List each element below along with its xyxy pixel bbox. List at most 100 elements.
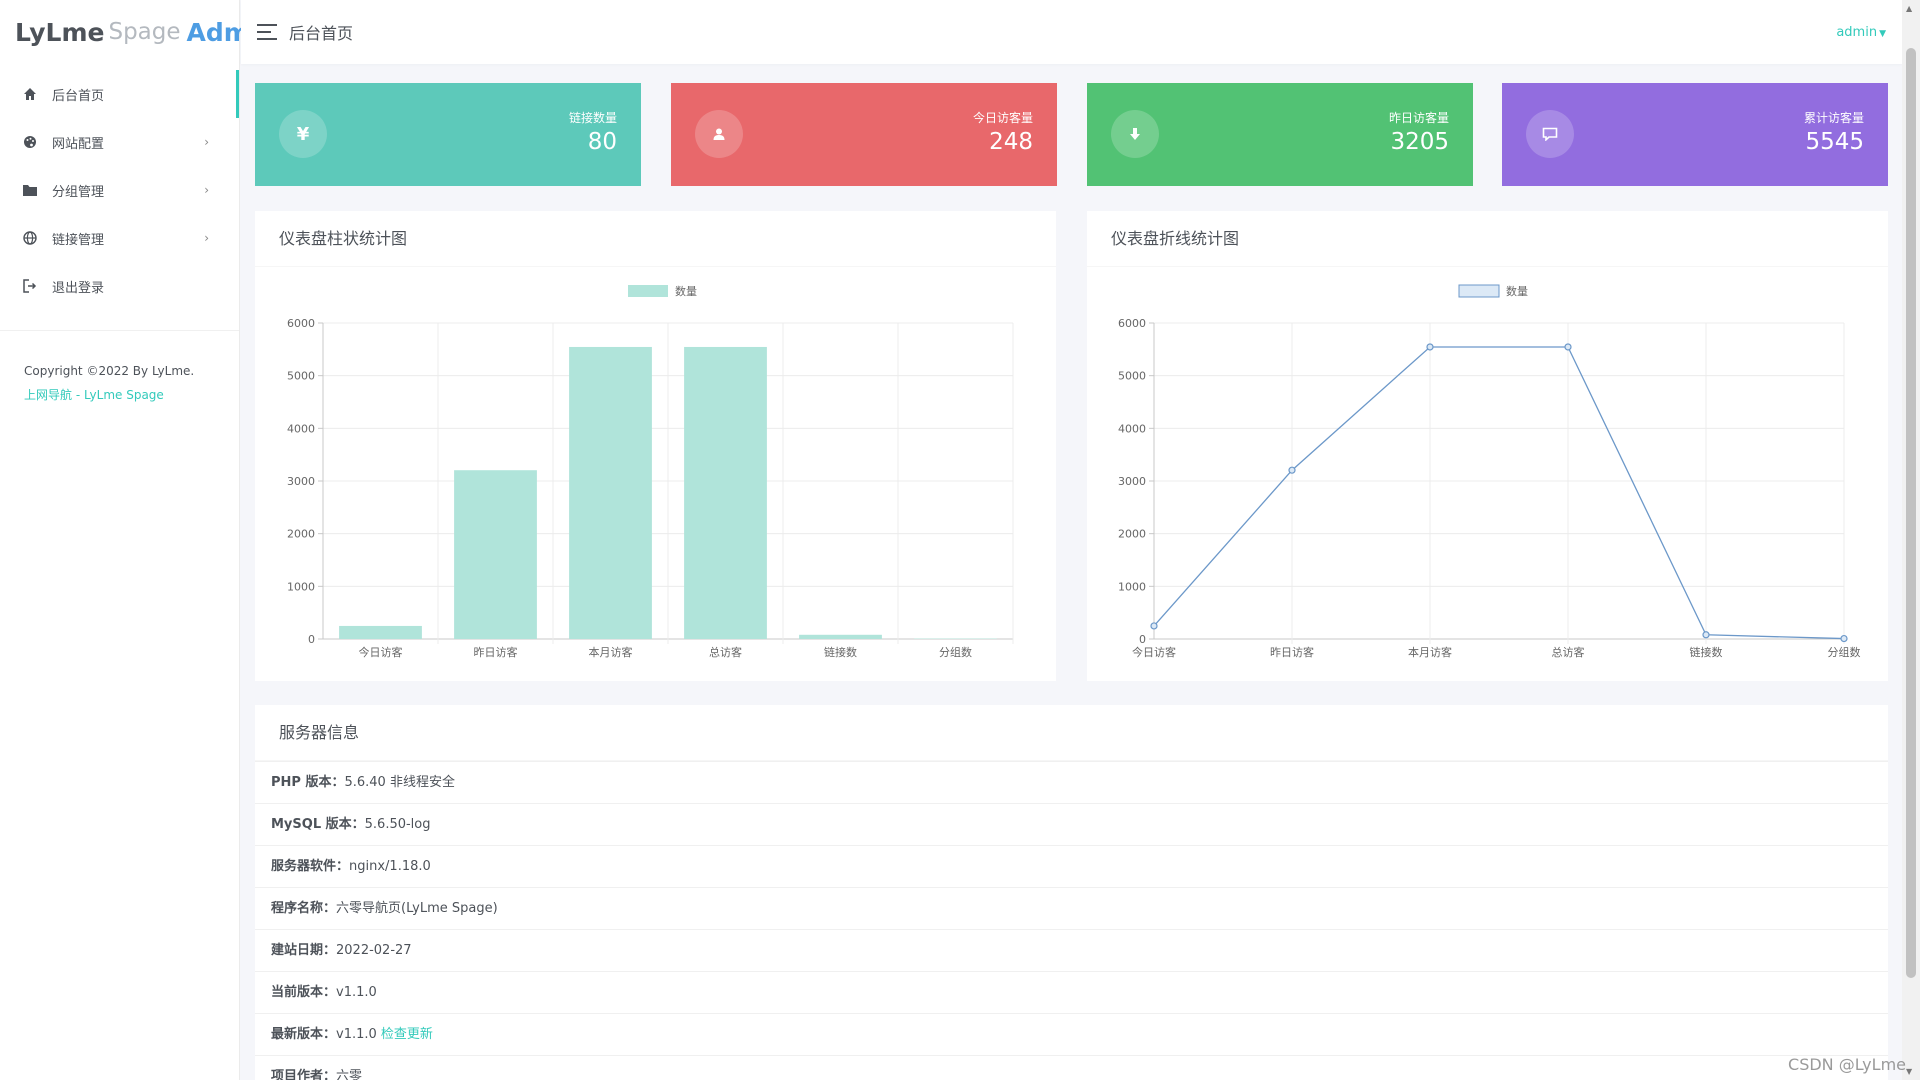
menu-toggle-icon[interactable] [257,24,279,40]
y-tick-label: 1000 [1118,580,1146,593]
info-key: 建站日期： [271,943,337,958]
server-info-title: 服务器信息 [255,705,1888,761]
y-tick-label: 6000 [1118,317,1146,330]
sidebar-nav: 后台首页 网站配置 › 分组管理 › 链接管理 › 退出登录 [0,70,239,310]
y-tick-label: 6000 [287,317,315,330]
top-header: 后台首页 admin ▼ [241,0,1902,64]
info-row: PHP 版本：5.6.40 非线程安全 [255,761,1888,803]
palette-icon [22,134,38,150]
data-point [1564,343,1572,351]
chevron-right-icon: › [204,135,209,149]
sidebar-item-label: 链接管理 [52,232,105,248]
y-tick-label: 2000 [287,528,315,541]
stat-label: 今日访客量 [972,111,1033,125]
info-row: MySQL 版本：5.6.50-log [255,803,1888,845]
sidebar-divider [0,330,239,331]
info-key: 最新版本： [271,1027,337,1042]
logo[interactable]: LyLme Spage Admin [0,0,276,64]
info-key: PHP 版本： [271,775,345,790]
user-icon [695,110,743,158]
site-link[interactable]: 上网导航 - LyLme Spage [24,388,164,402]
line-chart-panel: 仪表盘折线统计图 0 1000 2000 3000 4000 5000 6000 今日访客 昨日… [1087,211,1888,681]
comment-icon [1526,110,1574,158]
legend-swatch [628,285,668,297]
logout-icon [22,278,38,294]
data-point [1840,634,1848,643]
x-tick-label: 总访客 [709,645,742,659]
sidebar-item-dashboard[interactable]: 后台首页 [0,70,239,118]
bar-chart-title: 仪表盘柱状统计图 [255,211,1056,267]
y-tick-label: 1000 [287,580,315,593]
data-point [1288,466,1296,474]
x-tick-label: 链接数 [824,645,857,659]
info-key: 项目作者： [271,1069,337,1080]
line-series [1153,346,1845,640]
sidebar-item-logout[interactable]: 退出登录 [0,262,239,310]
y-tick-label: 5000 [1118,370,1146,383]
info-row: 最新版本：v1.1.0 检查更新 [255,1013,1888,1055]
sidebar-item-label: 网站配置 [52,136,105,152]
bar-chart: 0 1000 2000 3000 4000 5000 6000 今日访客 昨日访客 本月访客 总访客… [287,285,1014,659]
folder-icon [22,182,38,198]
x-tick-label: 今日访客 [359,645,403,659]
user-dropdown[interactable]: admin ▼ [1836,25,1886,40]
info-value: nginx/1.18.0 [349,859,431,874]
sidebar-item-link-manage[interactable]: 链接管理 › [0,214,239,262]
stat-card-links: ¥ 链接数量 80 [255,83,641,186]
legend-swatch [1458,284,1500,298]
stat-card-today: 今日访客量 248 [671,83,1057,186]
home-icon [22,86,38,102]
scroll-down-icon[interactable]: ▼ [1906,1067,1913,1076]
legend-label: 数量 [675,285,697,298]
copyright: Copyright ©2022 By LyLme. 上网导航 - LyLme S… [0,331,239,435]
check-update-link[interactable]: 检查更新 [376,1027,433,1042]
stat-value: 80 [587,129,617,155]
bar [454,470,537,639]
info-value: 六零导航页(LyLme Spage) [336,901,498,916]
line-chart-title: 仪表盘折线统计图 [1087,211,1888,267]
x-tick-label: 昨日访客 [1270,645,1314,659]
info-value: v1.1.0 [336,985,377,1000]
page-scrollbar[interactable]: ▲ ▼ [1902,0,1920,1080]
server-info-list: PHP 版本：5.6.40 非线程安全 MySQL 版本：5.6.50-log 服务… [255,761,1888,1080]
y-tick-label: 2000 [1118,528,1146,541]
y-tick-label: 0 [1139,633,1146,646]
info-value: 2022-02-27 [336,943,412,958]
x-tick-label: 链接数 [1690,645,1723,659]
chevron-right-icon: › [204,183,209,197]
user-name: admin [1836,24,1878,40]
x-tick-label: 分组数 [939,645,972,659]
info-key: 程序名称： [271,901,337,916]
chevron-right-icon: › [204,231,209,245]
data-point [1150,622,1158,630]
sidebar-item-label: 退出登录 [52,280,105,296]
info-key: MySQL 版本： [271,817,365,832]
scroll-up-icon[interactable]: ▲ [1906,4,1913,13]
stat-card-yesterday: 昨日访客量 3205 [1087,83,1473,186]
legend-label: 数量 [1506,285,1528,298]
y-tick-label: 4000 [287,422,315,435]
y-tick-label: 0 [308,633,315,646]
scroll-thumb[interactable] [1906,48,1916,978]
copyright-text: Copyright ©2022 By LyLme. [24,364,195,378]
info-value: v1.1.0 [336,1027,377,1042]
stat-value: 5545 [1805,129,1864,155]
sidebar-item-site-config[interactable]: 网站配置 › [0,118,239,166]
globe-icon [22,230,38,246]
info-value: 5.6.40 非线程安全 [344,775,455,790]
yen-icon: ¥ [279,110,327,158]
sidebar-item-label: 分组管理 [52,184,105,200]
x-tick-label: 昨日访客 [474,645,518,659]
y-tick-label: 5000 [287,370,315,383]
info-row: 程序名称：六零导航页(LyLme Spage) [255,887,1888,929]
logo-text-sub: Spage [108,19,181,45]
data-point [1702,631,1710,639]
info-row: 服务器软件：nginx/1.18.0 [255,845,1888,887]
sidebar-item-group-manage[interactable]: 分组管理 › [0,166,239,214]
info-value: 六零 [336,1069,363,1080]
sidebar: LyLme Spage Admin 后台首页 网站配置 › 分组管理 › 链接管理 … [0,0,276,1080]
stat-label: 昨日访客量 [1388,111,1449,125]
info-key: 服务器软件： [271,859,350,874]
bar [684,346,767,639]
y-tick-label: 3000 [1118,475,1146,488]
